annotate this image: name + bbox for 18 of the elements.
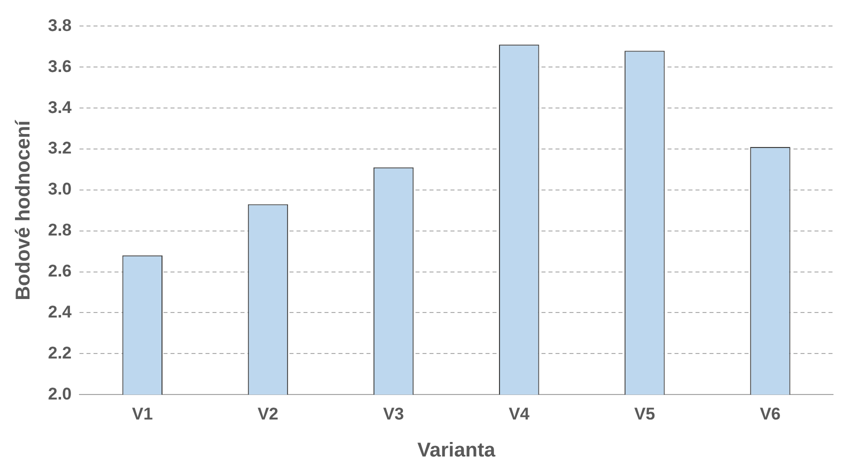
x-tick-label: V4 [508, 404, 530, 424]
y-tick-label: 3.0 [48, 180, 72, 199]
x-axis-title: Varianta [417, 440, 496, 462]
y-tick-label: 3.4 [48, 98, 72, 117]
y-tick-label: 3.6 [48, 56, 72, 76]
x-tick-label: V6 [760, 404, 781, 424]
y-axis-title: Bodové hodnocení [12, 118, 35, 300]
y-tick-label: 2.0 [48, 384, 72, 404]
y-tick-label: 2.4 [48, 302, 72, 322]
y-tick-label: 2.8 [48, 220, 72, 240]
y-tick-label: 3.8 [48, 16, 72, 35]
x-tick-label: V3 [383, 404, 404, 424]
y-tick-label: 2.2 [48, 343, 72, 362]
y-tick-label: 2.6 [48, 261, 72, 280]
y-tick-label: 3.2 [48, 138, 72, 158]
x-tick-label: V2 [258, 404, 278, 424]
x-tick-label: V1 [132, 404, 153, 424]
x-tick-label: V5 [634, 404, 656, 424]
